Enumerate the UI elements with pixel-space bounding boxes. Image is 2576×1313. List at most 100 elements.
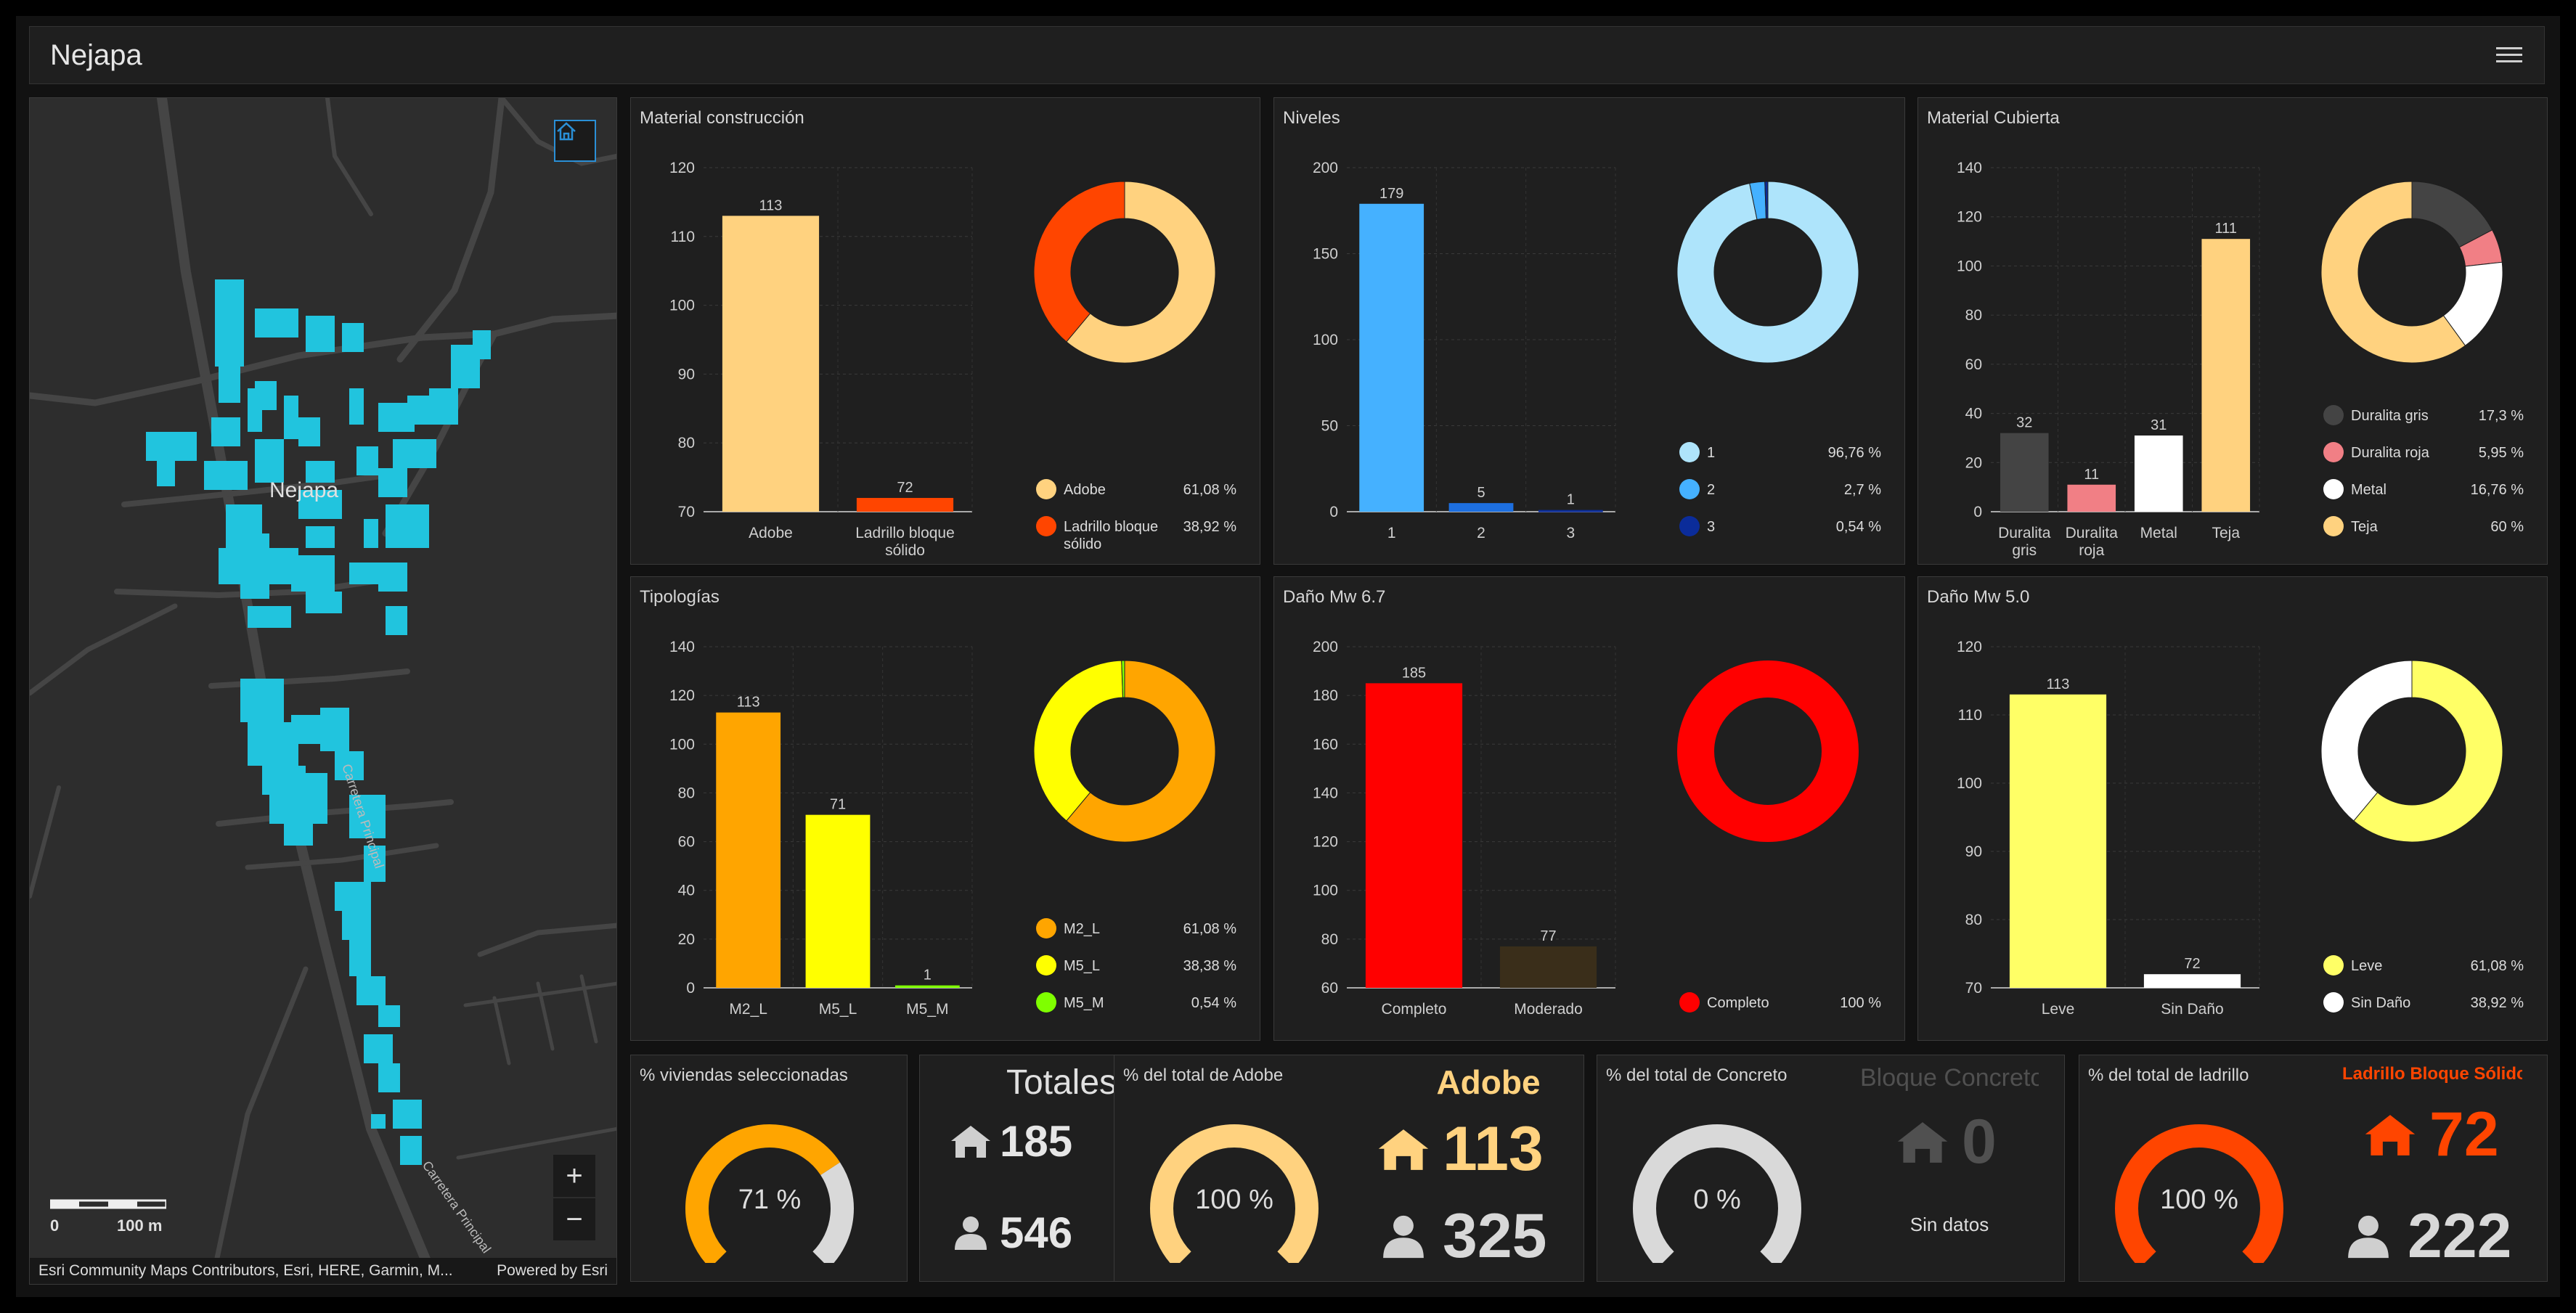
house-icon [2365, 1114, 2416, 1155]
attribution-text[interactable]: Esri Community Maps Contributors, Esri, … [38, 1262, 453, 1279]
map-canvas[interactable]: Nejapa Carretera Principal Carretera Pri… [30, 98, 617, 1285]
bar[interactable] [1365, 683, 1463, 988]
bar[interactable] [1538, 510, 1603, 512]
legend-pct: 2,7 % [1844, 482, 1881, 498]
donut-slice[interactable] [1676, 181, 1859, 364]
donut-slice[interactable] [1066, 660, 1216, 843]
person-icon [2348, 1215, 2389, 1258]
x-tick-label: Metal [2140, 525, 2177, 541]
y-tick-label: 100 [669, 298, 695, 314]
x-tick-label: Adobe [749, 525, 793, 541]
data-label: 113 [2047, 676, 2070, 692]
no-data-note: Sin datos [1909, 1214, 1989, 1235]
gauge-track [1633, 1124, 1801, 1263]
x-tick-label: M2_L [729, 1001, 767, 1018]
legend-label: Duralita roja [2351, 445, 2430, 461]
y-tick-label: 80 [678, 785, 695, 801]
bar[interactable] [894, 985, 960, 988]
houses-value: 72 [2429, 1100, 2499, 1169]
donut-slice[interactable] [2353, 660, 2503, 843]
house-icon [1897, 1121, 1948, 1163]
x-tick-label: Teja [2212, 525, 2240, 541]
panel-title: % del total de Adobe [1123, 1065, 1284, 1085]
bar[interactable] [2143, 974, 2241, 988]
y-tick-label: 50 [1321, 418, 1338, 435]
legend-swatch [1679, 516, 1700, 536]
gauge-fill [1150, 1124, 1318, 1263]
legend-swatch [2323, 442, 2344, 462]
donut-slice[interactable] [1677, 660, 1859, 842]
road-label: Carretera Principal [420, 1158, 494, 1256]
donut-slice[interactable] [1033, 660, 1124, 822]
donut-slice[interactable] [1121, 660, 1125, 698]
zoom-in-button[interactable]: + [553, 1155, 595, 1197]
y-tick-label: 20 [1965, 454, 1982, 471]
home-button[interactable] [554, 120, 596, 162]
y-tick-label: 0 [686, 980, 695, 997]
donut-slice[interactable] [1764, 181, 1769, 219]
app-header: Nejapa [29, 26, 2545, 84]
x-tick-label: M5_L [819, 1001, 857, 1018]
legend-pct: 96,76 % [1828, 445, 1882, 461]
data-label: 72 [2184, 956, 2200, 972]
legend-pct: 17,3 % [2479, 408, 2524, 424]
legend-label: 3 [1707, 519, 1715, 535]
kpi-seleccionadas: % viviendas seleccionadas 71 % [630, 1055, 908, 1282]
bar[interactable] [1499, 946, 1597, 988]
bar[interactable] [856, 498, 954, 512]
y-tick-label: 120 [669, 160, 695, 176]
panel-title: % viviendas seleccionadas [640, 1065, 848, 1085]
data-label: 111 [2215, 221, 2237, 237]
chart-panel-niveles: Niveles 0 50 100 150 200 179 1 5 2 1 3 1 96,76 % 2 2,7… [1273, 97, 1905, 565]
bar[interactable] [2201, 239, 2251, 512]
chart-panel-tipologias: Tipologías 0 20 40 60 80 100 120 140 113 M2_L 71 M5… [630, 576, 1260, 1041]
people-stat: 546 [949, 1208, 1072, 1258]
donut-slice[interactable] [1066, 181, 1216, 364]
bar[interactable] [805, 814, 871, 988]
legend-label: Ladrillo bloque [1064, 519, 1158, 535]
data-label: 32 [2016, 415, 2032, 431]
bar[interactable] [2000, 433, 2049, 512]
data-label: 77 [1540, 928, 1556, 944]
legend-label: Adobe [1064, 482, 1106, 498]
bar[interactable] [1359, 203, 1424, 512]
person-icon [1383, 1215, 1424, 1258]
donut-slice[interactable] [2320, 181, 2466, 364]
map-view[interactable]: Nejapa Carretera Principal Carretera Pri… [29, 97, 617, 1285]
legend-swatch [1679, 992, 1700, 1013]
bar[interactable] [1448, 503, 1514, 512]
hamburger-menu-icon[interactable] [2496, 43, 2522, 68]
x-tick-label: Sin Daño [2161, 1001, 2223, 1018]
x-tick-label: Completo [1382, 1001, 1447, 1018]
legend-swatch [1036, 479, 1056, 499]
y-tick-label: 80 [1965, 307, 1982, 324]
chart-panel-material: Material construcción 70 80 90 100 110 120 113… [630, 97, 1260, 565]
bar[interactable] [2067, 484, 2116, 512]
kpi-title: Totales [1006, 1063, 1117, 1102]
y-tick-label: 140 [1313, 785, 1338, 801]
legend-pct: 16,76 % [2471, 482, 2524, 498]
chart-svg: 60 80 100 120 140 160 180 200 185 Completo 77 Moder… [1313, 639, 1881, 1018]
x-tick-label: sólido [885, 542, 925, 559]
chart-panel-cubierta: Material Cubierta 0 20 40 60 80 100 120 140 32 Du… [1917, 97, 2548, 565]
y-tick-label: 200 [1313, 639, 1338, 655]
panel-title: Daño Mw 6.7 [1283, 587, 1386, 607]
y-tick-label: 100 [1313, 332, 1338, 348]
gauge-label: 0 % [1693, 1185, 1741, 1215]
panel-title: Niveles [1283, 108, 1340, 128]
legend-pct: 100 % [1840, 995, 1881, 1011]
gauge-fill [2115, 1124, 2283, 1263]
donut-slice[interactable] [1033, 181, 1125, 343]
bar[interactable] [716, 712, 781, 988]
chart-panel-dano50: Daño Mw 5.0 70 80 90 100 110 120 113 Leve 72 Sin … [1917, 576, 2548, 1041]
y-tick-label: 60 [678, 834, 695, 851]
zoom-out-button[interactable]: − [553, 1198, 595, 1240]
legend-swatch [2323, 405, 2344, 425]
data-label: 185 [1402, 665, 1426, 681]
bar[interactable] [2009, 694, 2107, 988]
powered-by-text[interactable]: Powered by Esri [497, 1262, 608, 1279]
kpi-heading: Ladrillo Bloque Sólido [2342, 1064, 2522, 1084]
donut-slice[interactable] [2320, 660, 2413, 822]
bar[interactable] [2134, 435, 2183, 512]
bar[interactable] [722, 216, 820, 512]
